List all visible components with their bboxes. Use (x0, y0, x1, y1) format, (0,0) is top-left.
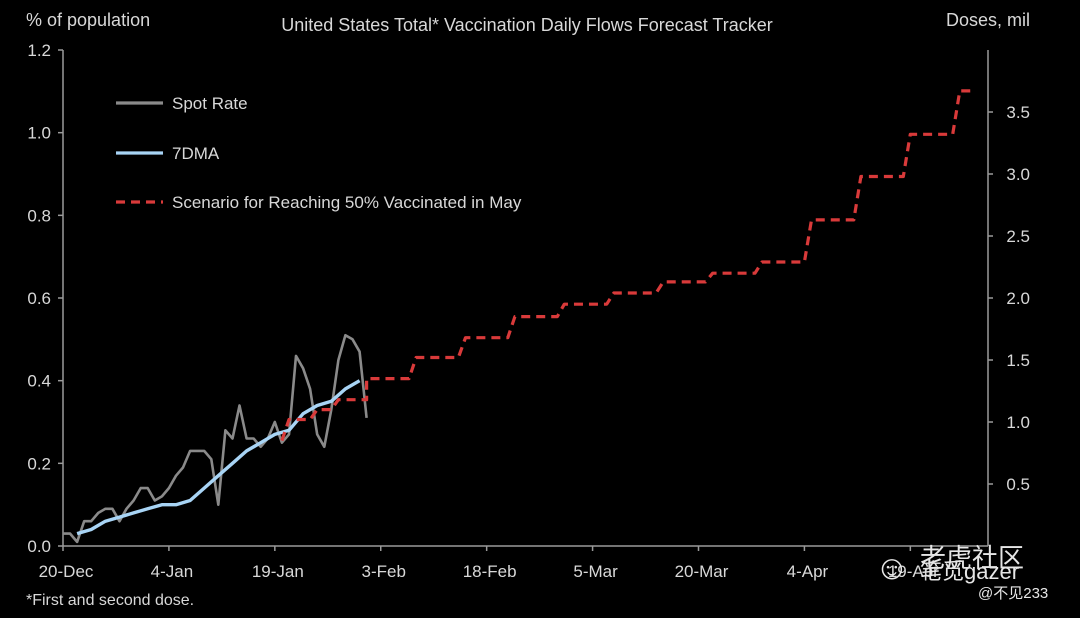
watermark-handle: @不见233 (978, 585, 1049, 602)
y-right-tick-label: 3.0 (1006, 165, 1030, 184)
series-line-2 (76, 379, 361, 536)
y-right-tick-label: 2.0 (1006, 289, 1030, 308)
y-left-tick-label: 0.2 (27, 454, 51, 473)
chart-title: United States Total* Vaccination Daily F… (281, 15, 773, 35)
footnote: *First and second dose. (26, 592, 195, 609)
x-tick-label: 4-Apr (787, 562, 829, 581)
watermark-line1: 老虎社区 (920, 543, 1025, 573)
y-right-tick-label: 1.0 (1006, 413, 1030, 432)
x-tick-label: 19-Apr (888, 562, 939, 581)
y-left-tick-label: 0.6 (27, 289, 51, 308)
y-left-tick-label: 1.2 (27, 41, 51, 60)
y-axis-right-label: Doses, mil (946, 10, 1030, 30)
legend-label: Scenario for Reaching 50% Vaccinated in … (172, 193, 522, 212)
x-tick-label: 18-Feb (463, 562, 517, 581)
y-left-tick-label: 0.4 (27, 372, 51, 391)
x-tick-label: 4-Jan (151, 562, 194, 581)
y-right-tick-label: 2.5 (1006, 227, 1030, 246)
wechat-icon: ☺ (874, 549, 910, 587)
y-right-tick-label: 3.5 (1006, 103, 1030, 122)
legend-label: Spot Rate (172, 94, 248, 113)
legend-label: 7DMA (172, 144, 220, 163)
y-left-tick-label: 0.0 (27, 537, 51, 556)
y-left-tick-label: 1.0 (27, 124, 51, 143)
y-left-tick-label: 0.8 (27, 206, 51, 225)
series-line-3 (280, 89, 974, 442)
series-line-1 (63, 333, 368, 544)
x-tick-label: 5-Mar (573, 562, 618, 581)
x-tick-label: 20-Mar (675, 562, 729, 581)
watermark: ☺ 老虎社区 笔觅gazer @不见233 (870, 538, 1075, 608)
x-tick-label: 3-Feb (362, 562, 406, 581)
y-right-tick-label: 0.5 (1006, 475, 1030, 494)
x-tick-label: 19-Jan (252, 562, 304, 581)
watermark-line2: 笔觅gazer (920, 559, 1020, 584)
x-tick-label: 20-Dec (39, 562, 94, 581)
y-right-tick-label: 1.5 (1006, 351, 1030, 370)
y-axis-left-label: % of population (26, 10, 150, 30)
